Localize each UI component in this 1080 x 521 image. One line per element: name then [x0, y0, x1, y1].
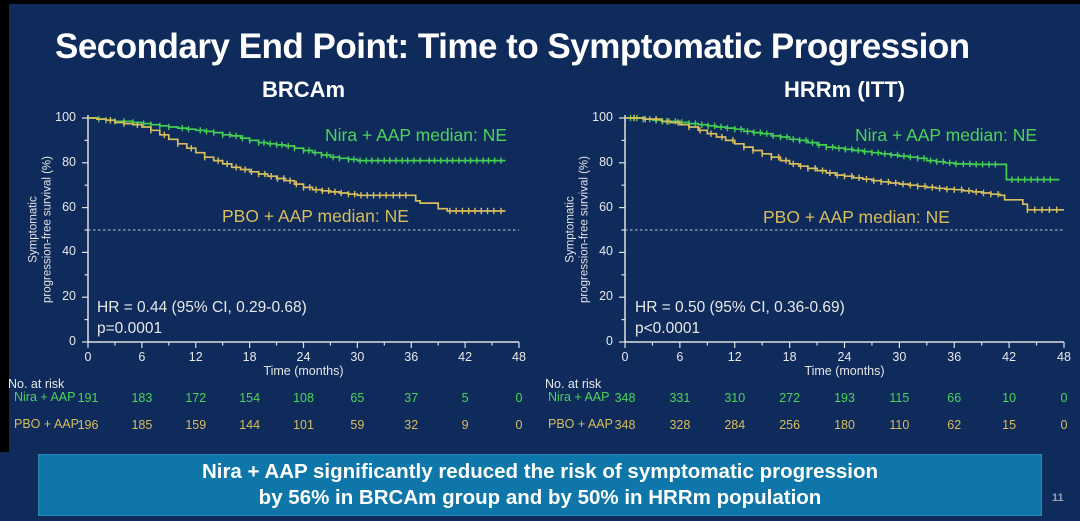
x-tick-label-hrrm: 0 — [621, 350, 629, 364]
at-risk-value-brcam: 154 — [239, 391, 261, 405]
at-risk-label-hrrm: No. at risk — [545, 377, 602, 391]
at-risk-value-hrrm: 110 — [889, 418, 910, 432]
hr-stats-brcam: HR = 0.44 (95% CI, 0.29-0.68) p=0.0001 — [97, 297, 307, 339]
at-risk-row-name-nira-brcam: Nira + AAP — [14, 390, 76, 404]
x-tick-label-brcam: 0 — [84, 350, 92, 364]
at-risk-row-name-pbo-hrrm: PBO + AAP — [548, 417, 613, 431]
x-tick-label-hrrm: 42 — [1002, 350, 1017, 364]
at-risk-value-hrrm: 348 — [614, 391, 636, 405]
at-risk-value-brcam: 9 — [461, 418, 469, 432]
y-tick-label-brcam: 40 — [62, 244, 76, 259]
y-tick-label-brcam: 100 — [55, 110, 76, 124]
at-risk-value-hrrm: 115 — [889, 391, 910, 405]
at-risk-value-hrrm: 284 — [724, 418, 746, 432]
x-tick-label-hrrm: 48 — [1057, 350, 1071, 364]
at-risk-value-hrrm: 193 — [834, 391, 855, 405]
y-tick-label-hrrm: 80 — [599, 154, 613, 169]
y-tick-label-brcam: 60 — [62, 199, 76, 214]
km-plot-hrrm — [619, 114, 1065, 348]
annotation-pbo-median-hrrm: PBO + AAP median: NE — [763, 207, 950, 227]
x-tick-label-brcam: 24 — [296, 350, 311, 364]
y-tick-label-hrrm: 20 — [599, 289, 613, 304]
at-risk-value-hrrm: 256 — [779, 418, 801, 432]
x-tick-label-brcam: 48 — [512, 350, 526, 364]
at-risk-value-brcam: 0 — [515, 418, 523, 432]
km-curve-pbo-brcam — [88, 117, 506, 212]
at-risk-value-hrrm: 180 — [834, 418, 855, 432]
annotation-pbo-median-brcam: PBO + AAP median: NE — [222, 206, 409, 226]
x-tick-label-hrrm: 6 — [676, 350, 684, 364]
p-value-brcam: p=0.0001 — [97, 320, 163, 337]
y-tick-label-brcam: 0 — [69, 334, 76, 348]
x-axis-title-brcam: Time (months) — [263, 364, 344, 378]
y-tick-label-brcam: 20 — [62, 289, 76, 304]
at-risk-row-name-pbo-brcam: PBO + AAP — [14, 417, 79, 431]
left-edge-strip — [0, 0, 9, 452]
y-tick-label-hrrm: 40 — [599, 244, 613, 259]
y-axis-label-brcam: Symptomatic progression-free survival (%… — [27, 156, 54, 303]
page-title: Secondary End Point: Time to Symptomatic… — [55, 27, 970, 67]
hr-value-hrrm: HR = 0.50 (95% CI, 0.36-0.69) — [635, 299, 845, 316]
chart-title-hrrm: HRRm (ITT) — [784, 77, 905, 102]
x-tick-label-brcam: 42 — [458, 350, 473, 364]
x-tick-label-brcam: 36 — [404, 350, 419, 364]
at-risk-value-hrrm: 66 — [947, 391, 962, 405]
page-number: 11 — [1052, 492, 1064, 504]
conclusion-line-2: by 56% in BRCAm group and by 50% in HRRm… — [258, 486, 822, 509]
x-tick-label-hrrm: 18 — [782, 350, 797, 364]
at-risk-value-brcam: 37 — [404, 391, 419, 405]
at-risk-value-brcam: 32 — [404, 418, 419, 432]
at-risk-value-hrrm: 0 — [1060, 391, 1068, 405]
x-tick-label-hrrm: 12 — [727, 350, 742, 364]
at-risk-value-brcam: 183 — [131, 391, 153, 405]
at-risk-value-hrrm: 348 — [614, 418, 636, 432]
at-risk-value-brcam: 108 — [293, 391, 314, 405]
at-risk-value-hrrm: 62 — [947, 418, 962, 432]
at-risk-value-hrrm: 328 — [669, 418, 691, 432]
at-risk-value-brcam: 191 — [77, 391, 99, 405]
at-risk-value-hrrm: 331 — [669, 391, 691, 405]
x-tick-label-brcam: 18 — [242, 350, 257, 364]
x-tick-label-brcam: 6 — [138, 350, 146, 364]
at-risk-value-brcam: 172 — [185, 391, 207, 405]
x-tick-label-hrrm: 30 — [892, 350, 907, 364]
at-risk-value-hrrm: 15 — [1002, 418, 1017, 432]
at-risk-value-brcam: 144 — [239, 418, 261, 432]
top-edge-strip — [0, 0, 1080, 4]
at-risk-value-hrrm: 310 — [724, 391, 746, 405]
annotation-nira-median-hrrm: Nira + AAP median: NE — [855, 125, 1038, 145]
at-risk-value-hrrm: 0 — [1060, 418, 1068, 432]
hr-stats-hrrm: HR = 0.50 (95% CI, 0.36-0.69) p<0.0001 — [635, 297, 845, 339]
at-risk-value-brcam: 0 — [515, 391, 523, 405]
y-tick-label-brcam: 80 — [62, 154, 76, 169]
x-tick-label-brcam: 12 — [188, 350, 203, 364]
x-tick-label-hrrm: 24 — [837, 350, 852, 364]
annotation-nira-median-brcam: Nira + AAP median: NE — [325, 125, 508, 145]
at-risk-value-brcam: 65 — [350, 391, 365, 405]
y-tick-label-hrrm: 60 — [599, 199, 613, 214]
at-risk-value-brcam: 159 — [185, 418, 207, 432]
hr-value-brcam: HR = 0.44 (95% CI, 0.29-0.68) — [97, 299, 307, 316]
chart-title-brcam: BRCAm — [261, 77, 346, 102]
conclusion-banner: Nira + AAP significantly reduced the ris… — [38, 454, 1042, 516]
y-axis-label-hrrm: Symptomatic progression-free survival (%… — [564, 156, 591, 303]
at-risk-value-hrrm: 272 — [779, 391, 801, 405]
x-tick-label-hrrm: 36 — [947, 350, 962, 364]
y-tick-label-hrrm: 100 — [592, 110, 613, 124]
p-value-hrrm: p<0.0001 — [635, 320, 701, 337]
y-tick-label-hrrm: 0 — [606, 334, 613, 348]
x-tick-label-brcam: 30 — [350, 350, 365, 364]
km-plot-brcam — [82, 115, 520, 348]
conclusion-line-1: Nira + AAP significantly reduced the ris… — [201, 460, 879, 483]
at-risk-row-name-nira-hrrm: Nira + AAP — [548, 390, 610, 404]
at-risk-value-brcam: 5 — [461, 391, 469, 405]
at-risk-value-brcam: 101 — [293, 418, 314, 432]
at-risk-value-brcam: 59 — [350, 418, 365, 432]
at-risk-value-brcam: 185 — [131, 418, 153, 432]
x-axis-title-hrrm: Time (months) — [804, 364, 885, 378]
at-risk-value-hrrm: 10 — [1002, 391, 1017, 405]
at-risk-label-brcam: No. at risk — [8, 377, 65, 391]
at-risk-value-brcam: 196 — [77, 418, 99, 432]
